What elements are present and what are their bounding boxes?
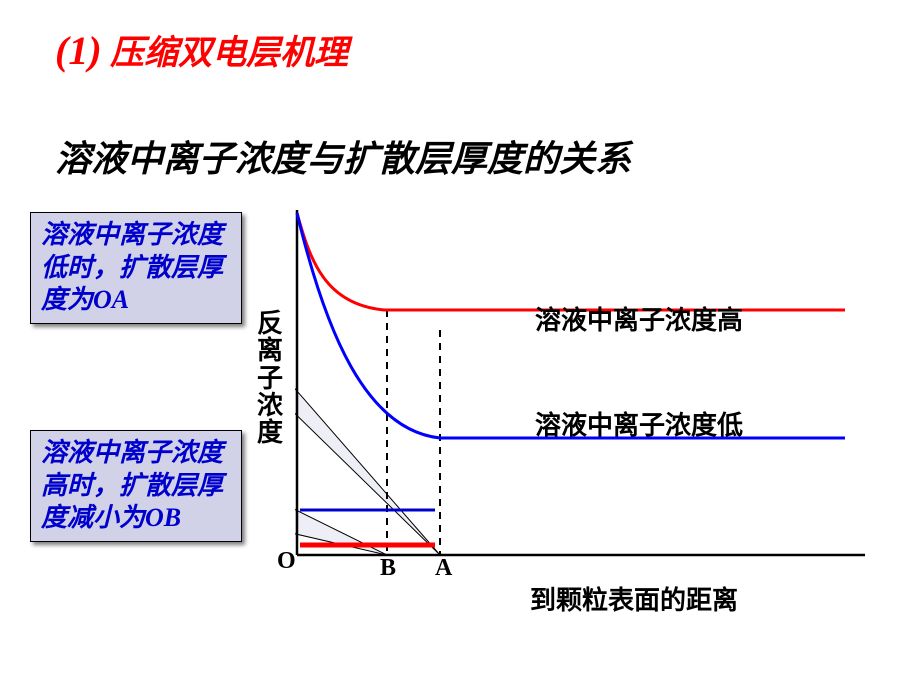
title-text: 压缩双电层机理 — [110, 35, 348, 72]
y-axis-label: 反离子浓度 — [255, 310, 285, 446]
callout-low-ion: 溶液中离子浓度低时，扩散层厚度为OA — [30, 212, 242, 324]
chart-svg — [295, 210, 875, 580]
x-axis-label: 到颗粒表面的距离 — [530, 580, 738, 617]
curve-label-low: 溶液中离子浓度低 — [535, 405, 743, 442]
pointer-low — [295, 320, 440, 555]
tick-origin: O — [277, 548, 296, 575]
tick-B: B — [380, 555, 396, 582]
title-number: (1) — [55, 28, 102, 73]
curve-label-high: 溶液中离子浓度高 — [535, 300, 743, 337]
curve-high — [297, 213, 845, 310]
subtitle: 溶液中离子浓度与扩散层厚度的关系 — [55, 130, 631, 182]
tick-A: A — [435, 555, 452, 582]
callout-high-ion: 溶液中离子浓度高时，扩散层厚度减小为OB — [30, 430, 242, 542]
chart — [295, 210, 875, 580]
heading-title: (1) 压缩双电层机理 — [55, 25, 348, 74]
